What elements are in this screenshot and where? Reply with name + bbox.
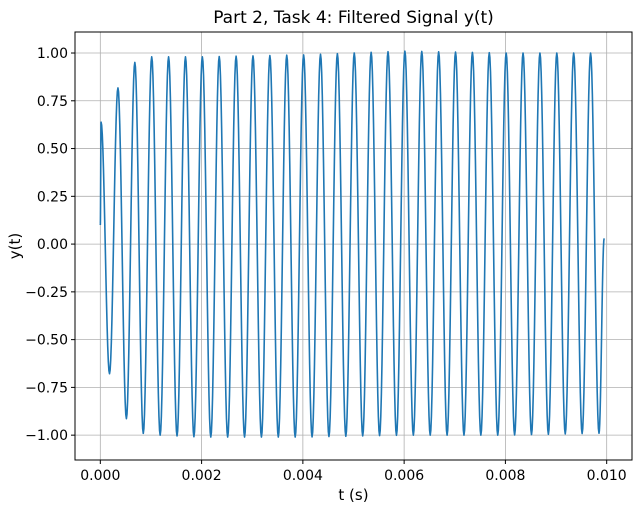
y-tick-label: −0.25	[25, 285, 68, 301]
x-tick-label: 0.000	[80, 468, 120, 484]
x-axis-label: t (s)	[338, 486, 368, 504]
y-axis-label: y(t)	[6, 233, 24, 259]
series-line-layer	[99, 50, 605, 438]
x-tick-label: 0.006	[384, 468, 424, 484]
y-tick-label: 0.00	[37, 237, 68, 253]
x-tick-label: 0.010	[587, 468, 627, 484]
chart-title: Part 2, Task 4: Filtered Signal y(t)	[213, 8, 494, 28]
y-tick-label: 1.00	[37, 46, 68, 62]
x-tick-label: 0.002	[182, 468, 222, 484]
y-tick-label: 0.25	[37, 189, 68, 205]
y-tick-label: −1.00	[25, 428, 68, 444]
ticks: 0.000 0.002 0.004 0.006 0.008 0.010 −1.00 −0.75…	[25, 46, 627, 484]
y-tick-label: 0.50	[37, 142, 68, 158]
y-tick-label: −0.75	[25, 380, 68, 396]
y-tick-label: −0.50	[25, 333, 68, 349]
y-tick-label: 0.75	[37, 94, 68, 110]
x-tick-label: 0.004	[283, 468, 323, 484]
plot-frame	[74, 31, 633, 461]
x-tick-label: 0.008	[485, 468, 525, 484]
series-line	[99, 50, 605, 438]
